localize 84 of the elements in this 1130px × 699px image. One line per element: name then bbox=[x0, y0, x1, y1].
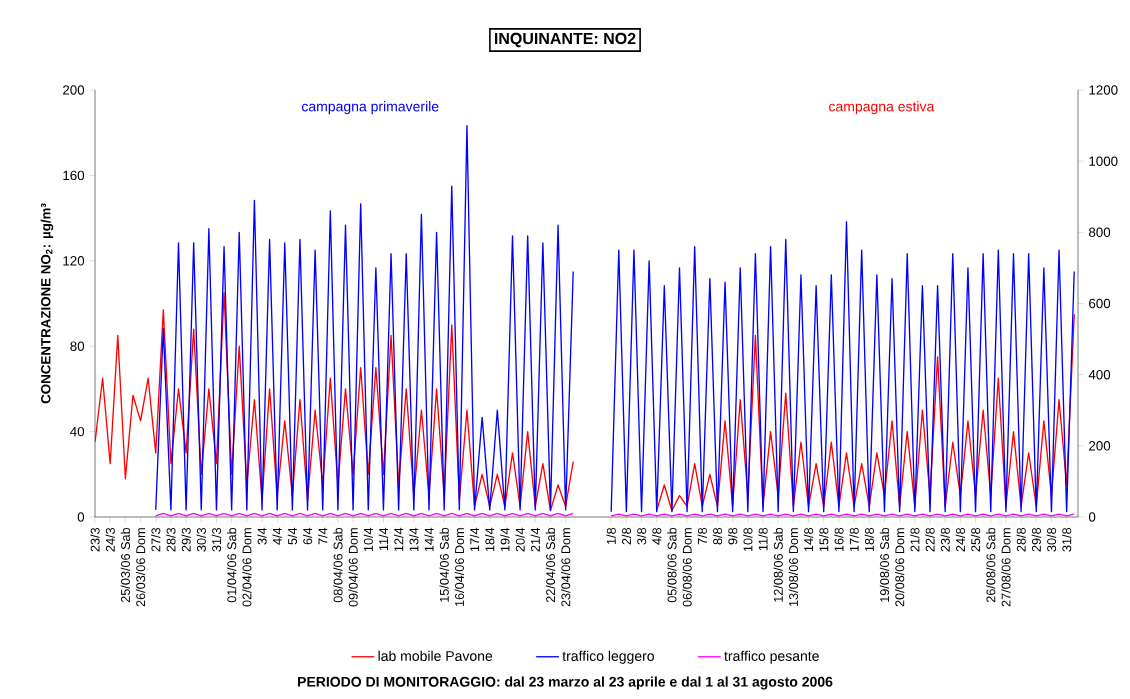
chart-title: INQUINANTE: NO2 bbox=[494, 32, 636, 48]
x-tick-label: 23/8 bbox=[940, 527, 950, 552]
x-tick-label: 14/8 bbox=[803, 527, 814, 552]
x-tick-label: 31/3 bbox=[211, 527, 222, 552]
x-tick-label: 16/04/06 Dom bbox=[454, 528, 465, 607]
x-tick-label: 19/08/06 Sab bbox=[879, 527, 890, 602]
x-tick-label: 15/8 bbox=[819, 527, 829, 552]
x-tick-label: 26/03/06 Dom bbox=[135, 528, 146, 607]
x-tick-label: 16/8 bbox=[834, 527, 844, 552]
x-tick-label: 25/8 bbox=[970, 527, 981, 552]
y2-tick-label: 200 bbox=[1089, 441, 1111, 451]
x-tick-label: 15/04/06 Sab bbox=[439, 527, 449, 602]
x-tick-label: 19/4 bbox=[500, 527, 510, 552]
x-tick-label: 21/4 bbox=[530, 527, 540, 552]
x-tick-label: 23/3 bbox=[90, 527, 100, 552]
y2-tick-label: 400 bbox=[1088, 369, 1111, 380]
x-tick-label: 6/4 bbox=[302, 527, 313, 545]
x-tick-label: 01/04/06 Sab bbox=[226, 527, 237, 603]
x-tick-label: 10/8 bbox=[743, 527, 753, 552]
y2-tick-label: 1200 bbox=[1089, 85, 1118, 95]
x-tick-label: 9/8 bbox=[727, 527, 738, 545]
x-tick-label: 22/04/06 Sab bbox=[545, 527, 556, 603]
x-tick-label: 2/8 bbox=[621, 527, 632, 545]
x-tick-label: 22/8 bbox=[925, 527, 935, 552]
y2-tick-label: 600 bbox=[1089, 298, 1111, 309]
x-tick-label: 09/04/06 Dom bbox=[348, 528, 358, 607]
x-tick-label: 27/3 bbox=[151, 527, 161, 552]
x-tick-label: 25/03/06 Sab bbox=[120, 527, 131, 603]
x-tick-label: 3/8 bbox=[636, 527, 647, 545]
x-tick-label: 3/4 bbox=[257, 527, 267, 545]
x-tick-label: 14/4 bbox=[424, 527, 434, 552]
x-tick-label: 05/08/06 Sab bbox=[667, 527, 677, 603]
x-tick-label: 23/04/06 Dom bbox=[560, 528, 571, 607]
y2-tick-label: 800 bbox=[1089, 227, 1111, 238]
x-tick-label: 30/8 bbox=[1046, 527, 1057, 552]
annotation: campagna primaverile bbox=[301, 101, 439, 115]
x-tick-label: 12/08/06 Sab bbox=[773, 527, 783, 602]
x-tick-label: 20/4 bbox=[515, 527, 525, 552]
y-tick-label: 80 bbox=[70, 341, 85, 351]
x-tick-label: 12/4 bbox=[393, 527, 404, 552]
x-tick-label: 18/4 bbox=[485, 527, 495, 552]
x-tick-label: 28/8 bbox=[1016, 527, 1026, 552]
x-tick-label: 8/8 bbox=[712, 527, 723, 545]
x-tick-label: 24/3 bbox=[105, 527, 115, 552]
x-tick-label: 4/4 bbox=[272, 527, 282, 545]
x-tick-label: 30/3 bbox=[196, 527, 206, 552]
y-tick-label: 40 bbox=[70, 426, 85, 437]
x-tick-label: 11/8 bbox=[758, 527, 768, 551]
x-tick-label: 29/8 bbox=[1031, 527, 1041, 552]
x-tick-label: 28/3 bbox=[166, 527, 176, 552]
x-axis-title: PERIODO DI MONITORAGGIO: dal 23 marzo al 23 aprile e dal 1 al 31 agosto 2006 bbox=[298, 676, 833, 690]
x-tick-label: 7/4 bbox=[318, 527, 328, 545]
x-tick-label: 13/08/06 Dom bbox=[788, 528, 799, 607]
y-tick-label: 120 bbox=[63, 256, 85, 266]
y-tick-label: 200 bbox=[63, 85, 85, 95]
x-tick-label: 29/3 bbox=[181, 527, 191, 552]
y2-tick-label: 0 bbox=[1088, 512, 1096, 522]
x-tick-label: 4/8 bbox=[652, 527, 662, 545]
x-tick-label: 21/8 bbox=[910, 527, 920, 552]
legend-label: traffico pesante bbox=[724, 650, 819, 664]
x-tick-label: 08/04/06 Sab bbox=[333, 527, 343, 603]
x-tick-label: 18/8 bbox=[864, 527, 874, 552]
y-tick-label: 160 bbox=[63, 170, 85, 181]
x-tick-label: 11/4 bbox=[378, 527, 389, 551]
x-tick-label: 13/4 bbox=[409, 527, 419, 552]
x-tick-label: 24/8 bbox=[955, 527, 966, 552]
annotation: campagna estiva bbox=[829, 101, 935, 115]
x-tick-label: 27/08/06 Dom bbox=[1001, 528, 1011, 607]
x-tick-label: 17/8 bbox=[849, 527, 859, 552]
x-tick-label: 10/4 bbox=[363, 527, 373, 552]
x-tick-label: 1/8 bbox=[606, 527, 616, 545]
x-tick-label: 31/8 bbox=[1061, 527, 1072, 552]
x-tick-label: 26/08/06 Sab bbox=[986, 527, 996, 603]
x-tick-label: 20/08/06 Dom bbox=[894, 528, 905, 607]
legend-label: lab mobile Pavone bbox=[378, 650, 493, 661]
x-tick-label: 06/08/06 Dom bbox=[682, 528, 692, 607]
y-tick-label: 0 bbox=[77, 512, 85, 522]
legend-label: traffico leggero bbox=[562, 650, 654, 664]
x-tick-label: 17/4 bbox=[469, 527, 480, 552]
x-tick-label: 5/4 bbox=[287, 527, 298, 545]
x-tick-label: 7/8 bbox=[697, 527, 707, 545]
y-axis-title: CONCENTRAZIONE NO$_{2}$: µg/m³ bbox=[40, 203, 54, 404]
x-tick-label: 02/04/06 Dom bbox=[242, 528, 252, 607]
y2-tick-label: 1000 bbox=[1089, 156, 1118, 166]
